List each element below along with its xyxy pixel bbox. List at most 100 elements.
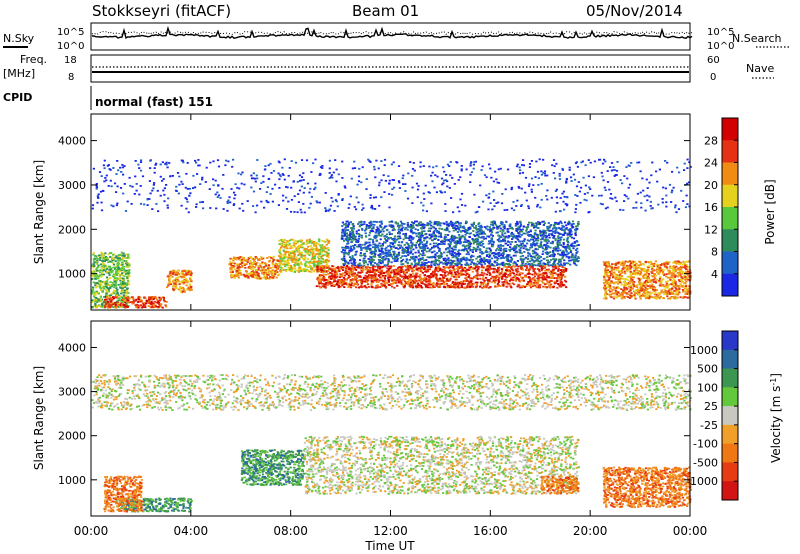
- power-cell: [234, 258, 237, 260]
- power-cell: [523, 251, 526, 253]
- power-cell: [174, 288, 177, 291]
- power-cell: [545, 282, 548, 285]
- power-cell: [372, 267, 375, 270]
- power-cell: [108, 294, 111, 297]
- noise-sky-trace: [91, 25, 693, 39]
- power-cell: [183, 276, 186, 278]
- power-cell: [276, 271, 279, 273]
- power-cell: [364, 260, 367, 262]
- power-cell: [523, 275, 526, 278]
- power-cell: [327, 241, 330, 244]
- power-cell: [371, 275, 374, 278]
- power-cell: [497, 268, 500, 271]
- power-cell: [475, 265, 478, 268]
- power-cell: [104, 289, 108, 291]
- power-cell: [105, 298, 108, 301]
- power-cell: [97, 299, 100, 301]
- power-cell: [421, 256, 424, 259]
- power-cell: [393, 271, 396, 273]
- power-cell: [418, 255, 421, 257]
- power-cell: [117, 262, 121, 265]
- power-cell: [464, 270, 467, 273]
- power-cell: [235, 275, 238, 277]
- power-cell: [125, 303, 128, 306]
- power-cell: [393, 286, 396, 289]
- power-cell: [274, 269, 277, 272]
- power-cell: [272, 260, 275, 263]
- power-cell: [384, 280, 387, 282]
- power-cell: [189, 289, 192, 291]
- power-cell: [559, 280, 562, 282]
- power-cell: [548, 230, 551, 232]
- power-cell: [294, 261, 297, 264]
- power-cell: [527, 270, 530, 273]
- power-cell: [274, 271, 278, 274]
- power-cell: [134, 300, 137, 302]
- power-cell: [233, 262, 236, 265]
- power-cell: [416, 229, 420, 231]
- power-cell: [280, 239, 283, 241]
- power-cell: [300, 261, 303, 264]
- power-cell: [494, 276, 497, 278]
- power-cell: [456, 281, 459, 284]
- power-cell: [454, 284, 457, 287]
- power-cell: [358, 259, 362, 261]
- power-cell: [124, 257, 127, 259]
- power-cell: [107, 284, 110, 286]
- power-cell: [363, 243, 366, 246]
- power-cell: [377, 234, 381, 237]
- power-cell: [247, 275, 250, 278]
- power-cell: [98, 305, 101, 307]
- power-cell: [93, 265, 96, 267]
- power-cell: [180, 271, 183, 274]
- power-cell: [144, 306, 147, 309]
- power-cell: [295, 256, 298, 259]
- power-cell: [418, 279, 421, 282]
- power-cell: [469, 268, 472, 271]
- power-cell: [291, 269, 294, 272]
- power-cell: [486, 282, 490, 285]
- power-cell: [359, 276, 362, 278]
- power-cell: [310, 271, 313, 273]
- power-cell: [384, 285, 387, 288]
- power-cell: [289, 264, 292, 267]
- power-cell: [121, 280, 125, 283]
- power-cell: [460, 286, 463, 288]
- power-cell: [410, 263, 413, 266]
- beam-label: Beam 01: [352, 2, 419, 20]
- power-cell: [365, 271, 368, 274]
- power-cell: [543, 244, 546, 246]
- power-cell: [168, 273, 171, 276]
- power-cell: [322, 282, 326, 285]
- power-cell: [100, 304, 103, 306]
- power-cell: [351, 249, 354, 252]
- power-cell: [358, 275, 361, 278]
- power-cell: [412, 272, 415, 275]
- power-cell: [443, 285, 446, 288]
- power-cell: [105, 283, 108, 285]
- power-cell: [491, 275, 494, 278]
- power-cell: [330, 277, 333, 280]
- power-cell: [348, 249, 351, 252]
- power-cell: [457, 274, 460, 277]
- power-cell: [238, 258, 241, 260]
- power-cell: [261, 261, 264, 264]
- power-cell: [544, 269, 547, 272]
- power-cell: [327, 280, 330, 283]
- power-cell: [499, 272, 502, 274]
- power-cell: [388, 233, 391, 236]
- power-cell: [432, 282, 435, 284]
- power-cell: [536, 277, 539, 280]
- power-cell: [279, 242, 283, 245]
- power-cell: [252, 274, 255, 276]
- power-cell: [296, 246, 299, 248]
- power-cell: [487, 271, 490, 273]
- power-cell: [384, 241, 387, 244]
- power-cell: [327, 252, 330, 255]
- power-cell: [126, 263, 129, 266]
- power-cell: [298, 253, 301, 256]
- power-cell: [91, 292, 94, 295]
- power-cell: [436, 267, 439, 270]
- power-cell: [529, 273, 532, 275]
- noise-tick-low-left: 10^0: [57, 41, 84, 52]
